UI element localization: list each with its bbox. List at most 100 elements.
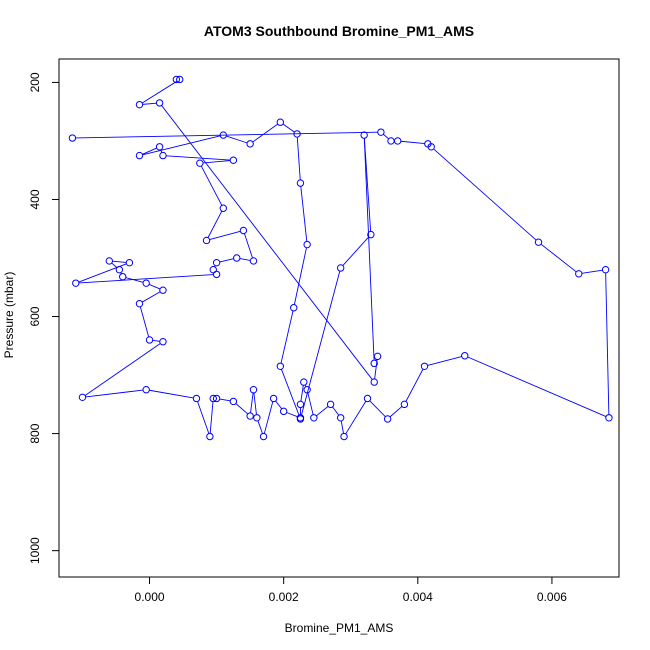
data-point: [276, 118, 285, 126]
series-segment: [369, 400, 386, 417]
series-segment: [281, 369, 300, 417]
x-tick-label: 0.006: [537, 590, 567, 604]
data-point: [400, 400, 409, 409]
data-point: [383, 415, 392, 423]
series-segment: [78, 274, 214, 284]
y-axis-label: Pressure (mbar): [2, 272, 16, 359]
series-segment: [84, 343, 161, 396]
series-segment: [235, 403, 249, 415]
y-tick-label: 400: [28, 189, 42, 209]
data-point: [377, 128, 385, 136]
data-point: [142, 279, 150, 287]
data-point: [363, 394, 372, 403]
data-point: [176, 75, 184, 84]
series-segment: [467, 356, 607, 417]
series-segment: [85, 389, 144, 398]
series-segment: [111, 262, 118, 268]
data-point: [202, 236, 211, 245]
data-point: [219, 131, 228, 139]
data-point: [233, 254, 241, 262]
series-segment: [141, 80, 178, 104]
series-segment: [405, 368, 424, 402]
data-point: [575, 270, 583, 278]
series-segment: [263, 401, 274, 434]
data-point: [212, 270, 221, 279]
series-segment: [219, 258, 234, 263]
series-segment: [282, 123, 295, 133]
series-segment: [239, 258, 251, 261]
series-segment: [207, 210, 223, 238]
data-point: [172, 75, 181, 84]
series-segment: [300, 270, 341, 416]
series-segment: [286, 412, 298, 418]
data-point: [534, 238, 543, 246]
x-axis-label: Bromine_PM1_AMS: [285, 621, 394, 635]
data-point: [253, 414, 261, 422]
series-layer: [68, 75, 613, 441]
data-point: [296, 179, 305, 187]
data-point: [290, 304, 298, 312]
x-tick-label: 0.002: [269, 590, 299, 604]
data-point: [303, 240, 311, 249]
data-point: [209, 394, 217, 403]
series-segment: [112, 260, 127, 263]
data-point: [336, 414, 345, 422]
data-point: [370, 359, 378, 368]
data-point: [326, 400, 335, 409]
series-segment: [581, 269, 603, 274]
data-point: [269, 394, 278, 403]
data-point: [370, 378, 378, 386]
series-segment: [139, 306, 150, 337]
y-axis: 200 400 600 800 1000: [28, 72, 59, 564]
data-point: [78, 393, 87, 402]
series-segment: [300, 186, 308, 242]
data-point: [300, 378, 308, 386]
data-point: [159, 151, 167, 160]
series-segment: [280, 310, 294, 364]
data-point: [135, 100, 144, 109]
data-point: [196, 159, 204, 167]
series-segment: [142, 291, 161, 303]
series-segment: [149, 389, 194, 399]
series-segment: [250, 392, 254, 413]
series-segment: [374, 359, 378, 379]
series-segment: [275, 400, 283, 410]
data-point: [279, 407, 288, 416]
series-segment: [209, 230, 241, 241]
series-segment: [345, 400, 367, 435]
plot-border: [58, 58, 620, 578]
data-point: [373, 352, 382, 361]
series-segment: [161, 105, 373, 380]
data-point: [420, 362, 429, 370]
series-segment: [253, 392, 257, 415]
x-tick-label: 0.004: [403, 590, 433, 604]
series-segment: [252, 123, 278, 143]
series-segment: [142, 102, 157, 105]
data-point: [303, 386, 311, 394]
data-point: [135, 299, 144, 308]
chart-title: ATOM3 Southbound Bromine_PM1_AMS: [204, 23, 474, 39]
data-point: [259, 432, 268, 441]
data-point: [340, 432, 348, 441]
data-point: [393, 137, 402, 145]
series-segment: [296, 137, 301, 180]
series-segment: [166, 155, 231, 161]
series-segment: [427, 356, 462, 366]
data-point: [219, 204, 228, 212]
data-point: [125, 258, 134, 267]
data-point: [601, 266, 610, 274]
data-point: [142, 386, 150, 394]
series-segment: [342, 236, 370, 266]
data-point: [310, 414, 318, 422]
series-segment: [433, 148, 537, 241]
series-segment: [340, 420, 344, 434]
data-point: [249, 257, 258, 265]
series-segment: [244, 233, 253, 259]
data-point: [209, 266, 217, 274]
series-segment: [142, 135, 221, 156]
data-point: [239, 226, 248, 235]
data-point: [159, 286, 167, 294]
data-point: [105, 257, 113, 265]
data-point: [155, 143, 164, 151]
data-point: [249, 386, 258, 394]
